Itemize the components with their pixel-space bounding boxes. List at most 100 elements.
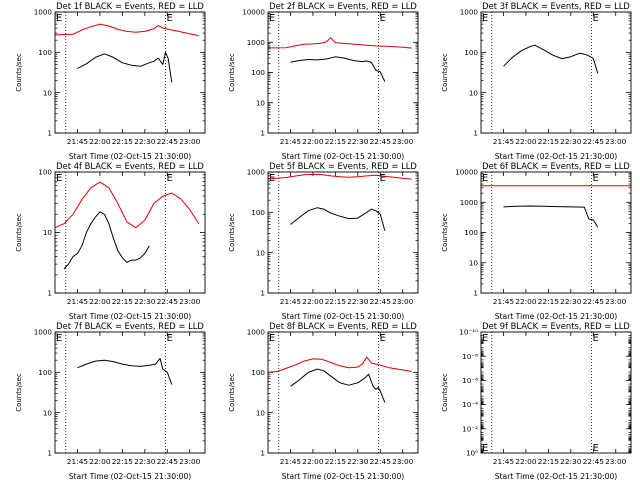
y-tick-label: 1000 xyxy=(460,8,479,17)
x-tick-label: 22:15 xyxy=(325,297,347,306)
x-tick-label: 21:45 xyxy=(67,137,89,146)
x-tick-label: 22:00 xyxy=(89,297,111,306)
chart-svg: Det 8f BLACK = Events, RED = LLD Counts/s… xyxy=(228,321,419,480)
x-axis-label: Start Time (02-Oct-15 21:30:00) xyxy=(282,472,405,480)
event-marker: E xyxy=(592,443,598,454)
x-tick-label: 22:30 xyxy=(134,457,156,466)
x-axis-label: Start Time (02-Oct-15 21:30:00) xyxy=(495,472,618,480)
event-marker: E xyxy=(482,333,488,344)
plot-frame xyxy=(480,171,632,294)
y-tick-label: 1000 xyxy=(34,328,53,337)
chart-svg: Det 4f BLACK = Events, RED = LLD Counts/s… xyxy=(15,161,206,320)
event-marker: E xyxy=(269,13,275,24)
plot-frame xyxy=(267,331,419,454)
plot-frame xyxy=(480,331,632,454)
y-tick-label: 10000 xyxy=(455,168,478,177)
y-tick-label: 10⁻¹⁰ xyxy=(459,328,478,337)
x-tick-label: 23:00 xyxy=(179,137,201,146)
y-tick-label: 1 xyxy=(260,449,265,458)
y-tick-label: 10 xyxy=(469,258,479,267)
chart-title: Det 5f BLACK = Events, RED = LLD xyxy=(269,161,417,171)
x-tick-label: 22:00 xyxy=(302,457,324,466)
plot-frame xyxy=(54,331,206,454)
y-tick-label: 10⁻⁶ xyxy=(462,376,478,385)
chart-svg: Det 6f BLACK = Events, RED = LLD Counts/s… xyxy=(441,161,632,320)
y-tick-label: 100 xyxy=(251,68,265,77)
event-marker: E xyxy=(592,333,598,344)
events-series-line xyxy=(290,56,386,82)
x-axis-label: Start Time (02-Oct-15 21:30:00) xyxy=(495,312,618,320)
y-tick-label: 10 xyxy=(256,98,266,107)
x-tick-label: 22:45 xyxy=(370,457,392,466)
x-tick-label: 21:45 xyxy=(280,137,302,146)
x-tick-label: 22:30 xyxy=(560,457,582,466)
x-tick-label: 23:00 xyxy=(605,137,627,146)
y-axis-label: Counts/sec xyxy=(441,213,449,252)
y-tick-label: 1 xyxy=(47,289,52,298)
chart-svg: Det 7f BLACK = Events, RED = LLD Counts/s… xyxy=(15,321,206,480)
x-tick-label: 22:00 xyxy=(302,137,324,146)
x-tick-label: 21:45 xyxy=(280,457,302,466)
y-axis-label: Counts/sec xyxy=(441,53,449,92)
x-tick-label: 22:45 xyxy=(157,297,179,306)
lld-series-line xyxy=(54,23,199,37)
y-tick-label: 10⁻² xyxy=(462,424,478,433)
y-axis-label: Counts/sec xyxy=(228,53,236,92)
detector-panel: Det 3f BLACK = Events, RED = LLD Counts/s… xyxy=(426,0,639,160)
detector-panel: Det 4f BLACK = Events, RED = LLD Counts/s… xyxy=(0,160,213,320)
x-axis-label: Start Time (02-Oct-15 21:30:00) xyxy=(69,312,192,320)
y-tick-label: 100 xyxy=(38,48,52,57)
x-tick-label: 22:00 xyxy=(515,137,537,146)
x-tick-label: 21:45 xyxy=(67,297,89,306)
event-marker: E xyxy=(379,13,385,24)
event-marker: E xyxy=(56,13,62,24)
events-series-line xyxy=(290,368,386,403)
chart-title: Det 1f BLACK = Events, RED = LLD xyxy=(56,1,204,11)
chart-svg: Det 9f BLACK = Events, RED = LLD Counts/s… xyxy=(441,321,632,480)
chart-title: Det 4f BLACK = Events, RED = LLD xyxy=(56,161,204,171)
y-tick-label: 10⁻⁴ xyxy=(462,400,478,409)
y-tick-label: 1000 xyxy=(460,198,479,207)
y-axis-label: Counts/sec xyxy=(228,373,236,412)
chart-svg: Det 5f BLACK = Events, RED = LLD Counts/s… xyxy=(228,161,419,320)
events-series-line xyxy=(63,211,150,270)
y-tick-label: 10 xyxy=(43,228,53,237)
x-tick-label: 23:00 xyxy=(392,297,414,306)
chart-svg: Det 1f BLACK = Events, RED = LLD Counts/s… xyxy=(15,1,206,160)
x-tick-label: 23:00 xyxy=(392,457,414,466)
detector-panel: Det 9f BLACK = Events, RED = LLD Counts/s… xyxy=(426,320,639,480)
x-axis-label: Start Time (02-Oct-15 21:30:00) xyxy=(282,152,405,160)
chart-title: Det 3f BLACK = Events, RED = LLD xyxy=(482,1,630,11)
plot-frame xyxy=(54,171,206,294)
y-tick-label: 10⁻⁸ xyxy=(462,352,478,361)
detector-panel: Det 2f BLACK = Events, RED = LLD Counts/s… xyxy=(213,0,426,160)
y-tick-label: 10 xyxy=(256,408,266,417)
x-tick-label: 22:30 xyxy=(560,137,582,146)
y-tick-label: 1000 xyxy=(247,328,266,337)
x-tick-label: 23:00 xyxy=(179,297,201,306)
lld-series-line xyxy=(267,356,412,373)
detector-panel: Det 6f BLACK = Events, RED = LLD Counts/s… xyxy=(426,160,639,320)
x-tick-label: 22:45 xyxy=(583,137,605,146)
event-marker: E xyxy=(482,13,488,24)
x-tick-label: 22:15 xyxy=(325,137,347,146)
y-tick-label: 1000 xyxy=(247,38,266,47)
x-tick-label: 21:45 xyxy=(493,457,515,466)
event-marker: E xyxy=(56,173,62,184)
plot-frame xyxy=(54,11,206,134)
chart-svg: Det 2f BLACK = Events, RED = LLD Counts/s… xyxy=(228,1,419,160)
event-marker: E xyxy=(592,13,598,24)
event-marker: E xyxy=(269,333,275,344)
y-tick-label: 100 xyxy=(464,48,478,57)
detector-panel: Det 8f BLACK = Events, RED = LLD Counts/s… xyxy=(213,320,426,480)
x-tick-label: 22:15 xyxy=(325,457,347,466)
y-axis-label: Counts/sec xyxy=(15,53,23,92)
chart-title: Det 2f BLACK = Events, RED = LLD xyxy=(269,1,417,11)
x-tick-label: 22:30 xyxy=(560,297,582,306)
events-series-line xyxy=(77,51,173,83)
x-tick-label: 22:30 xyxy=(347,137,369,146)
y-tick-label: 1 xyxy=(473,129,478,138)
plot-frame xyxy=(480,11,632,134)
x-tick-label: 22:15 xyxy=(538,297,560,306)
y-tick-label: 100 xyxy=(464,228,478,237)
